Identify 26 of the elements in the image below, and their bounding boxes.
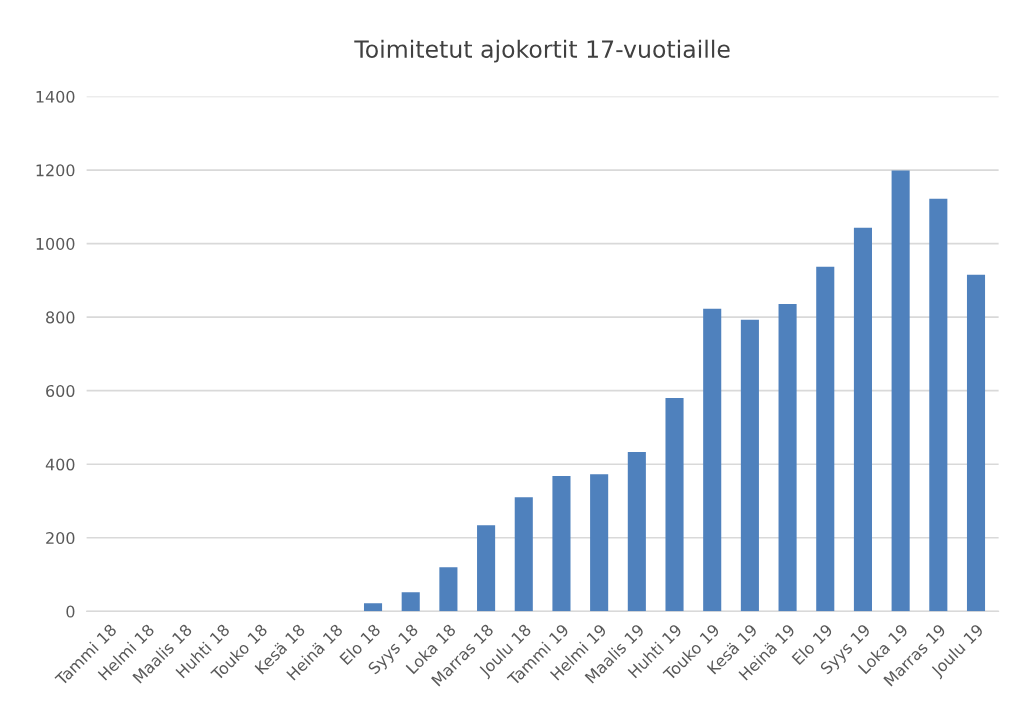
y-tick-label: 1400	[36, 90, 75, 103]
y-tick-label: 800	[46, 311, 75, 324]
bar	[627, 452, 646, 612]
y-tick-label: 1000	[36, 237, 75, 250]
bar	[477, 525, 496, 612]
y-tick-label: 1200	[36, 164, 75, 177]
bar	[966, 274, 986, 612]
bar	[891, 170, 910, 612]
bar	[703, 308, 722, 612]
y-tick-label: 200	[46, 532, 75, 545]
bar	[929, 198, 948, 612]
bar	[740, 319, 759, 612]
y-tick-label: 400	[45, 458, 75, 471]
bar	[590, 474, 609, 612]
bar	[401, 592, 420, 612]
bar	[552, 476, 571, 612]
y-tick-label: 0	[66, 605, 75, 618]
chart-title: Toimitetut ajokortit 17-vuotiaille	[354, 39, 730, 63]
bar	[439, 567, 458, 612]
bar	[778, 303, 797, 612]
bar	[363, 603, 383, 612]
bar	[514, 497, 533, 612]
bar	[665, 398, 684, 612]
bar	[853, 227, 872, 612]
y-tick-label: 600	[46, 384, 75, 397]
bar	[816, 266, 835, 612]
